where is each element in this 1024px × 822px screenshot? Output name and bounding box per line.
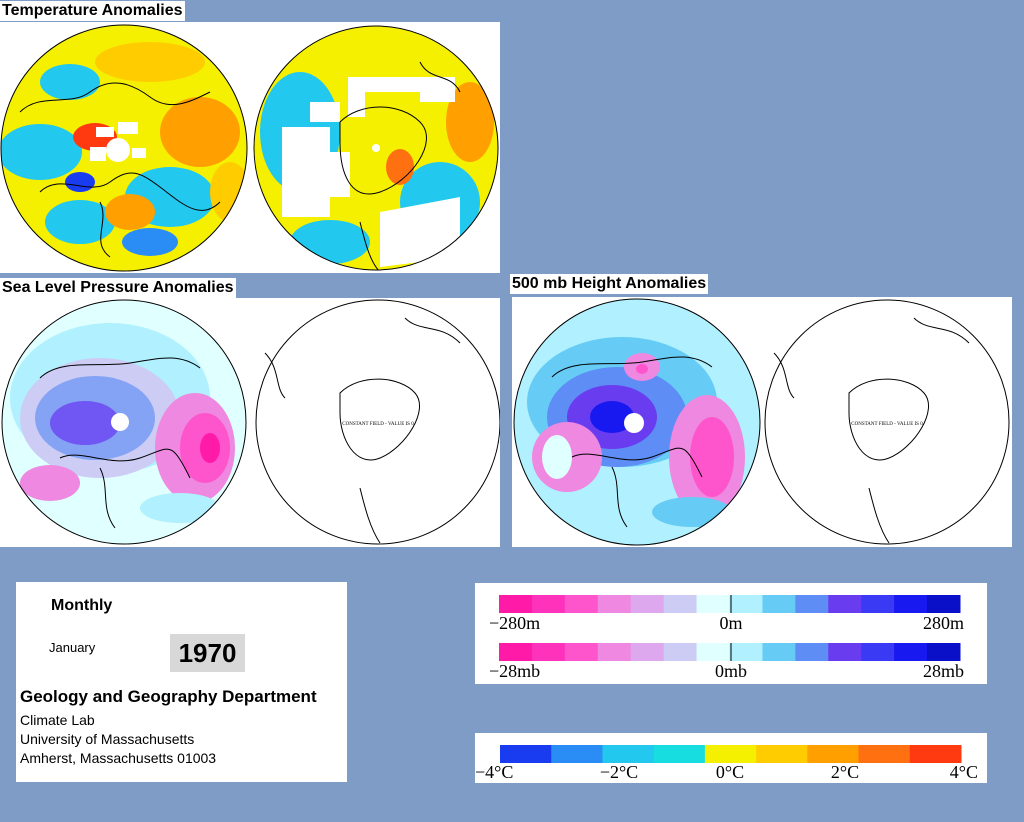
- color-bar-segment: [894, 595, 928, 613]
- pressure-scale-min: −28mb: [489, 661, 540, 681]
- temperature-anomalies-heading: Temperature Anomalies: [0, 1, 185, 21]
- color-bar-segment: [756, 745, 808, 763]
- address-line: Climate Lab: [20, 712, 95, 728]
- period-label: Monthly: [51, 597, 113, 614]
- color-bar-segment: [762, 643, 796, 661]
- pressure-scale-mid: 0mb: [715, 661, 747, 681]
- color-bar-segment: [602, 745, 655, 763]
- color-bar-segment: [704, 745, 757, 763]
- color-bar-segment: [696, 643, 730, 661]
- color-bar-segment: [795, 595, 829, 613]
- height-anomalies-heading: 500 mb Height Anomalies: [510, 274, 709, 294]
- temperature-scale-label: −2°C: [600, 762, 638, 782]
- color-bar-segment: [762, 595, 796, 613]
- year-label: 1970: [170, 634, 245, 672]
- color-bar-segment: [927, 595, 961, 613]
- color-bar-segment: [499, 643, 533, 661]
- color-bar-segment: [630, 595, 665, 613]
- slp-map-panel: CONSTANT FIELD - VALUE IS 0: [0, 298, 500, 547]
- temperature-color-scale: −4°C −2°C 0°C 2°C 4°C: [475, 733, 987, 783]
- color-bar-segment: [564, 595, 599, 613]
- color-bar-segment: [861, 595, 895, 613]
- height-map-panel: CONSTANT FIELD - VALUE IS 0: [512, 297, 1012, 547]
- color-bar-segment: [663, 595, 698, 613]
- temperature-scale-label: 2°C: [831, 762, 859, 782]
- height-maps: CONSTANT FIELD - VALUE IS 0: [513, 298, 1010, 546]
- temperature-color-bar: [500, 745, 962, 763]
- color-bar-segment: [696, 595, 730, 613]
- address-line: Amherst, Massachusetts 01003: [20, 750, 217, 766]
- temperature-scale-label: 0°C: [716, 762, 744, 782]
- color-bar-segment: [653, 745, 706, 763]
- color-bar-segment: [597, 595, 632, 613]
- color-bar-segment: [551, 745, 603, 763]
- color-bar-segment: [630, 643, 665, 661]
- height-scale-max: 280m: [923, 613, 964, 633]
- color-bar-segment: [564, 643, 599, 661]
- anomaly-scale-svg: −280m 0m 280m −28mb 0mb 28mb: [489, 595, 964, 681]
- color-bar-segment: [499, 595, 533, 613]
- constant-field-label: CONSTANT FIELD - VALUE IS 0: [342, 422, 414, 427]
- temperature-north-map: [1, 25, 247, 271]
- temperature-scale-label: 4°C: [950, 762, 978, 782]
- color-bar-segment: [531, 643, 566, 661]
- slp-anomalies-heading: Sea Level Pressure Anomalies: [0, 278, 236, 298]
- constant-field-label: CONSTANT FIELD - VALUE IS 0: [851, 422, 923, 427]
- color-bar-segment: [531, 595, 566, 613]
- color-bar-segment: [729, 643, 763, 661]
- height-color-bar: [499, 595, 961, 613]
- color-bar-segment: [597, 643, 632, 661]
- color-bar-segment: [894, 643, 928, 661]
- slp-north-map: [2, 300, 246, 544]
- height-scale-mid: 0m: [719, 613, 742, 633]
- pressure-scale-max: 28mb: [923, 661, 964, 681]
- slp-south-map: CONSTANT FIELD - VALUE IS 0: [255, 299, 500, 545]
- color-bar-segment: [807, 745, 860, 763]
- month-label: January: [49, 640, 96, 655]
- department-label: Geology and Geography Department: [20, 687, 317, 706]
- pressure-color-bar: [499, 643, 961, 661]
- color-bar-segment: [909, 745, 962, 763]
- slp-maps: CONSTANT FIELD - VALUE IS 0: [1, 299, 500, 545]
- height-south-map: CONSTANT FIELD - VALUE IS 0: [764, 299, 1010, 545]
- address-line: University of Massachusetts: [20, 731, 195, 747]
- temperature-maps: [0, 24, 499, 272]
- color-bar-segment: [858, 745, 911, 763]
- color-bar-segment: [828, 595, 862, 613]
- color-bar-segment: [729, 595, 763, 613]
- info-box: Monthly January 1970 Geology and Geograp…: [16, 582, 347, 782]
- color-bar-segment: [500, 745, 552, 763]
- height-north-map: [514, 299, 760, 545]
- temperature-map-panel: [0, 22, 500, 273]
- temperature-scale-label: −4°C: [475, 762, 513, 782]
- height-scale-min: −280m: [489, 613, 540, 633]
- color-bar-segment: [795, 643, 829, 661]
- color-bar-segment: [828, 643, 862, 661]
- color-bar-segment: [663, 643, 698, 661]
- color-bar-segment: [861, 643, 895, 661]
- temperature-south-map: [254, 26, 498, 270]
- color-bar-segment: [927, 643, 961, 661]
- anomaly-color-scales: −280m 0m 280m −28mb 0mb 28mb: [475, 583, 987, 684]
- temperature-scale-svg: −4°C −2°C 0°C 2°C 4°C: [475, 745, 978, 782]
